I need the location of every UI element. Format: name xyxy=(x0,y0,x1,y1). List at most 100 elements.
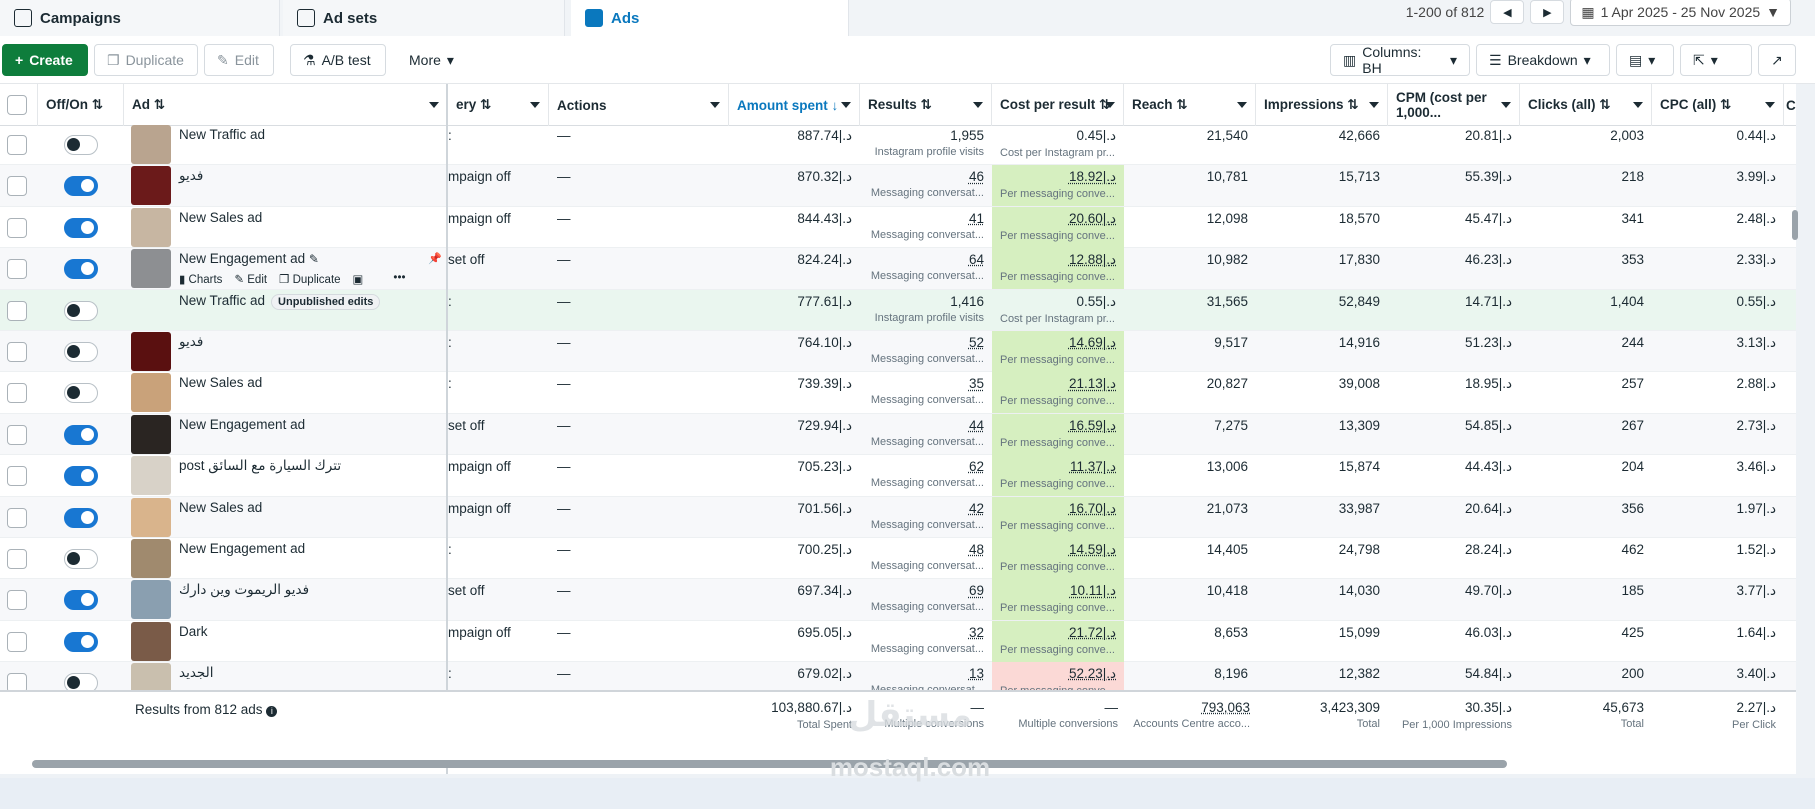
more-button[interactable]: More ▾ xyxy=(396,44,466,76)
on-off-toggle[interactable] xyxy=(64,217,98,238)
header-ad[interactable]: Ad ⇅ xyxy=(124,84,448,126)
charts-link[interactable]: ▮ Charts xyxy=(179,274,223,287)
duplicate-button[interactable]: ❐ Duplicate xyxy=(94,44,198,76)
ad-name-link[interactable]: New Engagement ad xyxy=(179,541,306,556)
export-button[interactable]: ⇱ ▾ xyxy=(1680,44,1752,76)
header-actions[interactable]: Actions xyxy=(549,84,729,126)
on-off-toggle[interactable] xyxy=(64,590,98,611)
columns-button[interactable]: ▥ Columns: BH ▾ xyxy=(1330,44,1470,76)
more-options-icon[interactable]: ••• xyxy=(393,272,406,285)
pencil-icon[interactable]: ✎ xyxy=(308,252,319,267)
table-row[interactable]: New Engagement ad set off — 729.94|.د 44 Mess… xyxy=(0,413,1796,456)
on-off-toggle[interactable] xyxy=(64,342,98,362)
create-button[interactable]: + Create xyxy=(2,44,88,76)
header-cost-per-result[interactable]: Cost per result ⇅ xyxy=(992,84,1124,126)
row-checkbox[interactable] xyxy=(7,631,27,652)
row-checkbox[interactable] xyxy=(7,466,27,487)
header-cpc[interactable]: CPC (all) ⇅ xyxy=(1652,84,1784,126)
on-off-toggle[interactable] xyxy=(64,259,98,280)
row-checkbox[interactable] xyxy=(7,176,27,197)
table-row[interactable]: Dark mpaign off — 695.05|.د 32 Messaging conv… xyxy=(0,620,1796,663)
table-row[interactable]: post تترك السيارة مع السائق mpaign off — 70… xyxy=(0,455,1796,497)
table-row[interactable]: New Traffic ad: — 887.74|.د 1,955 Instagram … xyxy=(0,124,1796,166)
tab-adsets[interactable]: Ad sets xyxy=(283,0,565,36)
header-impressions[interactable]: Impressions ⇅ xyxy=(1256,84,1388,126)
on-off-toggle[interactable] xyxy=(64,673,98,694)
table-row[interactable]: فديو الريموت وين دارك set off — 697.34|.د 69… xyxy=(0,579,1796,621)
header-ctr[interactable]: C xyxy=(1786,97,1796,113)
on-off-toggle[interactable] xyxy=(64,507,98,528)
impressions-cell: 12,382 xyxy=(1338,666,1380,682)
ad-name-link[interactable]: New Traffic ad xyxy=(179,127,266,142)
row-checkbox[interactable] xyxy=(7,549,27,569)
row-checkbox[interactable] xyxy=(7,259,27,280)
ad-name-link[interactable]: New Sales ad xyxy=(179,375,263,391)
next-page-button[interactable]: ▶ xyxy=(1530,0,1565,24)
on-off-toggle[interactable] xyxy=(64,300,98,321)
ad-name-link[interactable]: فديو الريموت وين دارك xyxy=(179,582,310,598)
chart-toggle-button[interactable]: ↗ xyxy=(1758,44,1796,76)
ad-name-link[interactable]: New Engagement ad xyxy=(179,416,306,432)
table-row[interactable]: New Sales ad mpaign off — 701.56|.د 42 Messag… xyxy=(0,496,1796,538)
duplicate-link[interactable]: ❐ Duplicate xyxy=(279,274,341,287)
prev-page-button[interactable]: ◀ xyxy=(1490,0,1525,24)
on-off-toggle[interactable] xyxy=(64,466,98,487)
header-cpm[interactable]: CPM (cost per 1,000... xyxy=(1388,84,1520,126)
row-checkbox[interactable] xyxy=(7,507,27,528)
ad-name-link[interactable]: فديو xyxy=(179,334,204,349)
reports-button[interactable]: ▤ ▾ xyxy=(1616,44,1674,76)
on-off-toggle[interactable] xyxy=(64,549,98,569)
toggle-knob xyxy=(67,345,80,358)
ad-name-link[interactable]: New Sales ad xyxy=(179,209,263,225)
table-row[interactable]: New Engagement ad: — 700.25|.د 48 Messaging … xyxy=(0,538,1796,580)
on-off-toggle[interactable] xyxy=(64,424,98,445)
on-off-toggle[interactable] xyxy=(64,631,98,652)
on-off-toggle[interactable] xyxy=(64,135,98,155)
horizontal-scrollbar[interactable] xyxy=(32,760,1507,768)
vertical-scrollbar[interactable] xyxy=(1792,210,1798,240)
delivery-cell: : xyxy=(448,376,452,392)
ab-test-button[interactable]: ⚗ A/B test xyxy=(290,44,386,76)
pin-icon[interactable]: 📌 xyxy=(428,253,442,266)
info-icon[interactable]: i xyxy=(266,706,278,717)
header-delivery[interactable]: ery ⇅ xyxy=(448,84,549,126)
header-results[interactable]: Results ⇅ xyxy=(860,84,992,126)
ad-name-link[interactable]: فديو xyxy=(179,168,204,184)
date-range-picker[interactable]: ▦ 1 Apr 2025 - 25 Nov 2025 ▼ xyxy=(1570,0,1791,26)
tab-ads[interactable]: Ads xyxy=(571,0,849,36)
breakdown-button[interactable]: ☰ Breakdown ▾ xyxy=(1476,44,1610,76)
adsets-icon xyxy=(297,9,315,27)
ad-name-link[interactable]: الجديد xyxy=(179,665,214,681)
row-checkbox[interactable] xyxy=(7,383,27,404)
header-offon[interactable]: Off/On ⇅ xyxy=(38,84,124,126)
row-checkbox[interactable] xyxy=(7,300,27,321)
table-row[interactable]: New Engagement ad ✎ 📌 ▮ Charts ✎ Edit ❐ Dupl… xyxy=(0,248,1796,290)
ad-name-link[interactable]: Dark xyxy=(179,623,208,639)
ad-name-link[interactable]: New Traffic ad Unpublished edits xyxy=(179,293,381,310)
table-row[interactable]: New Traffic ad Unpublished edits: — 777.61|… xyxy=(0,289,1796,331)
ad-name-link[interactable]: New Engagement ad ✎ xyxy=(179,251,319,267)
chevron-down-icon: ▼ xyxy=(1766,4,1780,20)
select-all-checkbox[interactable] xyxy=(7,95,27,115)
table-row[interactable]: New Sales ad mpaign off — 844.43|.د 41 Messag… xyxy=(0,206,1796,249)
header-reach[interactable]: Reach ⇅ xyxy=(1124,84,1256,126)
on-off-toggle[interactable] xyxy=(64,176,98,197)
edit-link[interactable]: ✎ Edit xyxy=(234,274,268,287)
row-checkbox[interactable] xyxy=(7,342,27,362)
table-row[interactable]: فديو mpaign off — 870.32|.د 46 Messaging conv… xyxy=(0,165,1796,207)
tab-campaigns[interactable]: Campaigns xyxy=(0,0,280,36)
table-row[interactable]: فديو: — 764.10|.د 52 Messaging conversat... 1… xyxy=(0,331,1796,373)
row-checkbox[interactable] xyxy=(7,217,27,238)
on-off-toggle[interactable] xyxy=(64,383,98,404)
header-amount-spent[interactable]: Amount spent ↓ xyxy=(729,84,860,126)
row-checkbox[interactable] xyxy=(7,135,27,155)
row-checkbox[interactable] xyxy=(7,590,27,611)
ad-name-link[interactable]: New Sales ad xyxy=(179,499,263,515)
header-clicks[interactable]: Clicks (all) ⇅ xyxy=(1520,84,1652,126)
preview-icon[interactable]: ▣ xyxy=(352,274,364,287)
edit-button[interactable]: ✎ Edit xyxy=(204,44,274,76)
chevron-down-icon xyxy=(841,102,851,108)
ad-name-link[interactable]: post تترك السيارة مع السائق xyxy=(179,458,342,474)
table-row[interactable]: New Sales ad: — 739.39|.د 35 Messaging conve… xyxy=(0,372,1796,414)
row-checkbox[interactable] xyxy=(7,424,27,445)
